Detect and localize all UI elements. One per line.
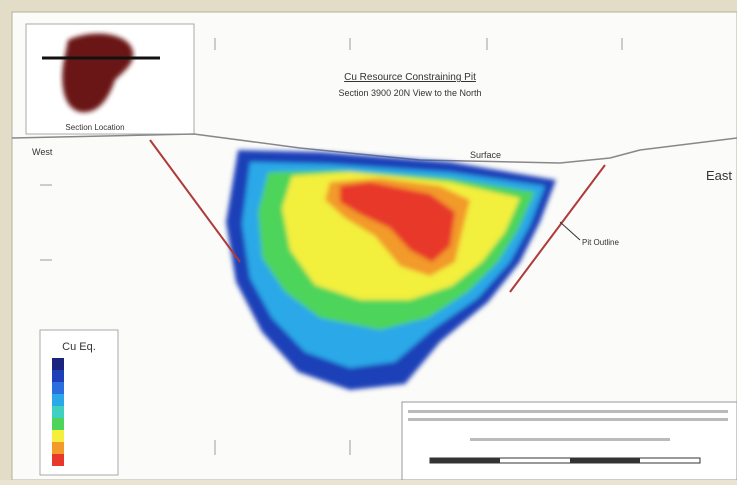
ore-body	[226, 150, 556, 390]
grid-ticks	[40, 38, 623, 455]
pit-wall-east	[509, 164, 606, 293]
legend-swatches	[52, 358, 64, 466]
subtitle: Section 3900 20N View to the North	[339, 88, 482, 98]
inset-label: Section Location	[65, 123, 124, 132]
scale-bar	[429, 457, 701, 464]
east-label: East	[706, 168, 732, 183]
surface-line	[11, 133, 737, 164]
leader-line	[559, 221, 581, 241]
pit-wall-west	[149, 139, 241, 263]
legend-title: Cu Eq.	[62, 341, 96, 353]
title: Cu Resource Constraining Pit	[344, 72, 476, 83]
notes-text-lines	[408, 410, 728, 441]
location-shape	[62, 33, 134, 113]
west-label: West	[32, 147, 53, 157]
surface-label: Surface	[470, 150, 501, 160]
pit-outline-label: Pit Outline	[582, 238, 619, 247]
